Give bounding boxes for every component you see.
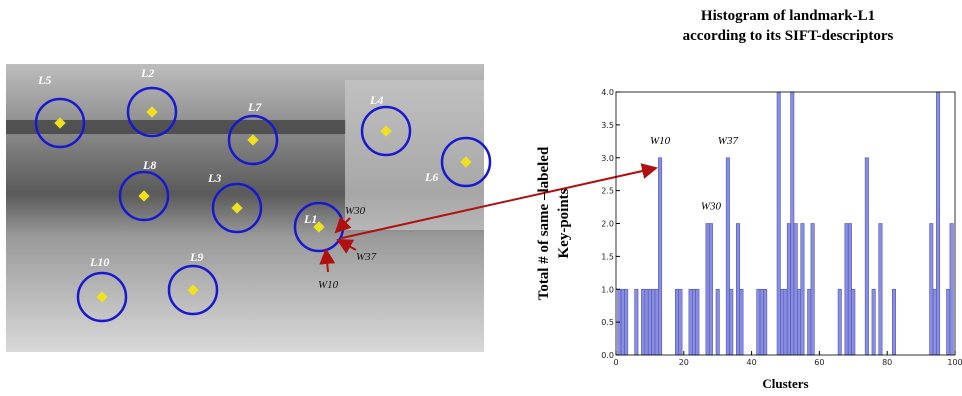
bar bbox=[688, 288, 693, 356]
landmark-label: L1 bbox=[303, 212, 317, 226]
bar bbox=[736, 223, 741, 356]
annotation: W37 bbox=[718, 135, 739, 147]
bar bbox=[654, 288, 659, 356]
x-tick-label: 20 bbox=[679, 358, 689, 367]
bar bbox=[786, 223, 791, 356]
bar bbox=[651, 288, 656, 356]
chart-title: according to its SIFT-descriptors bbox=[683, 28, 894, 44]
bar bbox=[807, 288, 812, 356]
bar bbox=[800, 223, 805, 356]
y-tick-label: 1.5 bbox=[601, 252, 614, 261]
bar bbox=[678, 288, 683, 356]
x-tick-label: 100 bbox=[947, 358, 962, 367]
bar bbox=[647, 288, 652, 356]
bar bbox=[705, 223, 710, 356]
bar bbox=[739, 288, 744, 356]
bar bbox=[620, 288, 625, 356]
bar bbox=[729, 288, 734, 356]
y-tick-label: 0.0 bbox=[601, 351, 614, 360]
y-axis-label: Key-points bbox=[556, 188, 572, 258]
x-tick-label: 80 bbox=[882, 358, 892, 367]
bar bbox=[715, 288, 720, 356]
plot-frame bbox=[615, 91, 956, 356]
bar bbox=[759, 288, 764, 356]
x-tick-label: 60 bbox=[814, 358, 824, 367]
bar bbox=[797, 288, 802, 356]
y-tick-label: 2.5 bbox=[601, 187, 614, 196]
bar bbox=[946, 288, 951, 356]
bar bbox=[932, 288, 937, 356]
bar bbox=[624, 288, 629, 356]
landmark-label: L3 bbox=[207, 171, 221, 185]
bar bbox=[675, 288, 680, 356]
bar bbox=[936, 91, 941, 356]
bar bbox=[644, 288, 649, 356]
bar bbox=[756, 288, 761, 356]
bar bbox=[780, 288, 785, 356]
y-tick-label: 4.0 bbox=[601, 88, 614, 97]
annotation: W10 bbox=[650, 135, 671, 147]
landmark-label: L4 bbox=[369, 93, 383, 107]
landmark-label: L7 bbox=[247, 100, 262, 114]
word-label: W37 bbox=[356, 251, 377, 263]
bar bbox=[847, 223, 852, 356]
landmark-label: L5 bbox=[37, 73, 51, 87]
y-tick-label: 1.0 bbox=[601, 285, 614, 294]
bar bbox=[783, 288, 788, 356]
landmark-label: L9 bbox=[189, 250, 203, 264]
y-tick-label: 3.0 bbox=[601, 154, 614, 163]
chart-title: Histogram of landmark-L1 bbox=[701, 8, 875, 24]
bar bbox=[658, 157, 663, 356]
bar bbox=[891, 288, 896, 356]
bar bbox=[793, 223, 798, 356]
bar bbox=[929, 223, 934, 356]
bar bbox=[851, 288, 856, 356]
x-tick-label: 0 bbox=[613, 358, 618, 367]
bar bbox=[691, 288, 696, 356]
bar bbox=[949, 223, 954, 356]
x-tick-label: 40 bbox=[747, 358, 757, 367]
y-tick-label: 2.0 bbox=[601, 220, 614, 229]
bar bbox=[790, 91, 795, 356]
y-axis-label: Total # of same –labeled bbox=[536, 146, 552, 300]
bar bbox=[763, 288, 768, 356]
word-label: W10 bbox=[318, 279, 339, 291]
annotation: W30 bbox=[701, 201, 722, 213]
landmark-label: L6 bbox=[424, 170, 438, 184]
bar bbox=[634, 288, 639, 356]
x-axis-label: Clusters bbox=[762, 376, 808, 391]
bar bbox=[871, 288, 876, 356]
bar bbox=[641, 288, 646, 356]
bar bbox=[725, 157, 730, 356]
bar bbox=[776, 91, 781, 356]
photo: L5 L2 L7 L4 L8 L3 L6 L1 L10 L9 W30 W37 W… bbox=[6, 64, 658, 352]
bar bbox=[708, 223, 713, 356]
bar bbox=[864, 157, 869, 356]
word-label: W30 bbox=[345, 205, 366, 217]
bar bbox=[844, 223, 849, 356]
bar bbox=[837, 288, 842, 356]
bar bbox=[810, 223, 815, 356]
y-tick-label: 0.5 bbox=[601, 318, 614, 327]
bar bbox=[878, 223, 883, 356]
landmark-label: L8 bbox=[142, 158, 156, 172]
bar bbox=[695, 288, 700, 356]
landmark-label: L10 bbox=[89, 255, 109, 269]
landmark-label: L2 bbox=[140, 66, 154, 80]
y-tick-label: 3.5 bbox=[601, 121, 614, 130]
